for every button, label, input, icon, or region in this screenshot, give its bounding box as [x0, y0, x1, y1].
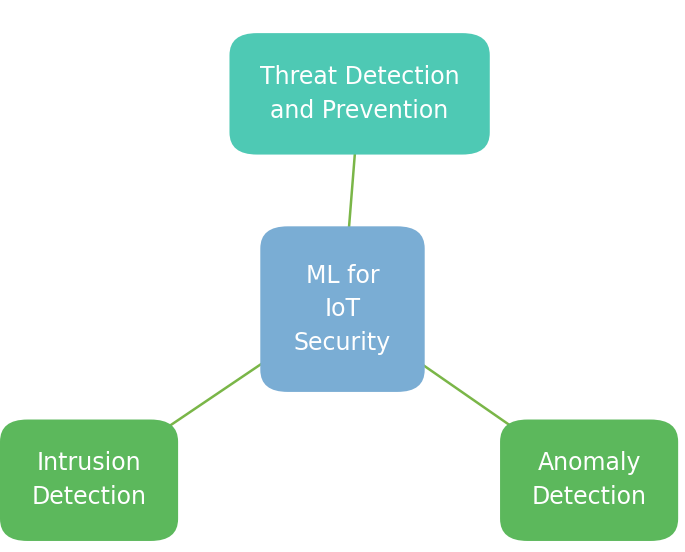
FancyBboxPatch shape — [260, 226, 425, 392]
Text: ML for
IoT
Security: ML for IoT Security — [294, 264, 391, 354]
Text: Threat Detection
and Prevention: Threat Detection and Prevention — [260, 65, 460, 123]
FancyBboxPatch shape — [0, 420, 178, 541]
Text: Anomaly
Detection: Anomaly Detection — [532, 452, 647, 509]
FancyBboxPatch shape — [500, 420, 678, 541]
Text: Intrusion
Detection: Intrusion Detection — [32, 452, 147, 509]
FancyBboxPatch shape — [229, 33, 490, 155]
